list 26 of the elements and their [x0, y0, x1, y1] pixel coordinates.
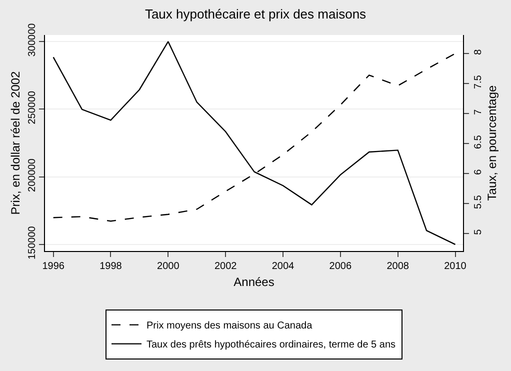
line-series	[52, 41, 456, 245]
y-tick-label: 150000	[27, 226, 38, 260]
x-tick-label: 2008	[386, 261, 410, 272]
y2-tick-label: 6	[473, 168, 484, 175]
x-tick-label: 1998	[100, 261, 122, 272]
y-tick-label: 200000	[27, 158, 38, 192]
x-tick-label: 1996	[42, 261, 65, 272]
x-tick-label: 2004	[272, 261, 295, 272]
x-tick-label: 2006	[329, 261, 352, 272]
y2-tick-label: 7.5	[473, 74, 484, 90]
chart-title: Taux hypothécaire et prix des maisons	[144, 6, 367, 22]
legend-label: Prix moyens des maisons au Canada	[146, 320, 313, 332]
legend-label: Taux des prêts hypothécaires ordinaires, terme de 5 ans	[146, 340, 396, 351]
y2-tick-label: 5	[473, 228, 484, 235]
x-axis-title: Années	[234, 274, 274, 289]
y2-tick-label: 8	[473, 48, 484, 55]
y-axis-title: Prix, en dollar réel de 2002	[8, 70, 22, 215]
y2-axis-title: Taux, en pourcentage	[484, 84, 499, 201]
y2-tick-label: 6.5	[473, 134, 484, 150]
y2-tick-label: 5.5	[473, 194, 484, 210]
y2-tick-label: 7	[473, 108, 484, 115]
x-tick-label: 2002	[214, 261, 238, 272]
y-tick-label: 250000	[27, 90, 38, 124]
y-tick-label: 300000	[27, 22, 38, 57]
x-tick-label: 2010	[444, 261, 467, 272]
x-tick-label: 2000	[157, 261, 180, 272]
